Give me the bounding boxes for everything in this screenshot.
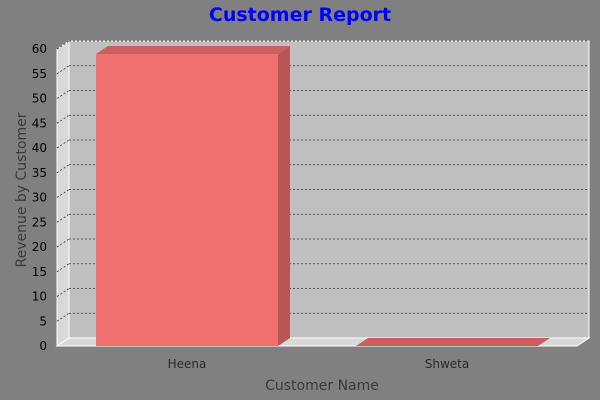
plot-left-wall (56, 40, 70, 347)
y-tick-label: 0 (39, 339, 47, 353)
bar-top (96, 45, 290, 54)
x-category-label: Heena (168, 357, 207, 371)
gridline-side (56, 213, 70, 223)
bar-side (278, 45, 290, 346)
gridline-side (56, 189, 70, 198)
bars (96, 45, 550, 346)
bar-front (96, 53, 278, 346)
y-tick-label: 25 (32, 215, 47, 229)
y-tick-label: 40 (32, 141, 47, 155)
y-tick-label: 20 (32, 240, 47, 254)
x-axis-label: Customer Name (265, 378, 379, 394)
x-category-label: Shweta (425, 357, 469, 371)
chart-title: Customer Report (209, 4, 391, 26)
y-tick-label: 15 (32, 265, 47, 279)
y-tick-label: 55 (32, 67, 47, 81)
y-tick-label: 50 (32, 92, 47, 106)
gridline-side (56, 164, 70, 174)
gridline-side (56, 90, 70, 99)
y-axis-ticks: 0 5 10 15 20 25 30 35 40 45 50 55 60 (32, 42, 47, 353)
gridline-side (56, 263, 70, 273)
gridline-side (56, 114, 70, 124)
gridline-side (56, 65, 70, 75)
gridline-side (56, 139, 70, 149)
y-tick-label: 30 (32, 191, 47, 205)
gridline-side (56, 288, 70, 297)
y-tick-label: 10 (32, 290, 47, 304)
gridline-side (56, 238, 70, 248)
gridline-side (56, 312, 70, 322)
y-tick-label: 45 (32, 116, 47, 130)
x-axis-categories: Heena Shweta (168, 357, 470, 371)
bar (96, 45, 290, 346)
y-tick-label: 5 (39, 314, 47, 328)
y-axis-label: Revenue by Customer (14, 112, 30, 267)
bar (356, 338, 550, 346)
y-tick-label: 60 (32, 42, 47, 56)
bar-top (356, 338, 550, 346)
gridline-side (56, 40, 70, 50)
y-tick-label: 35 (32, 166, 47, 180)
